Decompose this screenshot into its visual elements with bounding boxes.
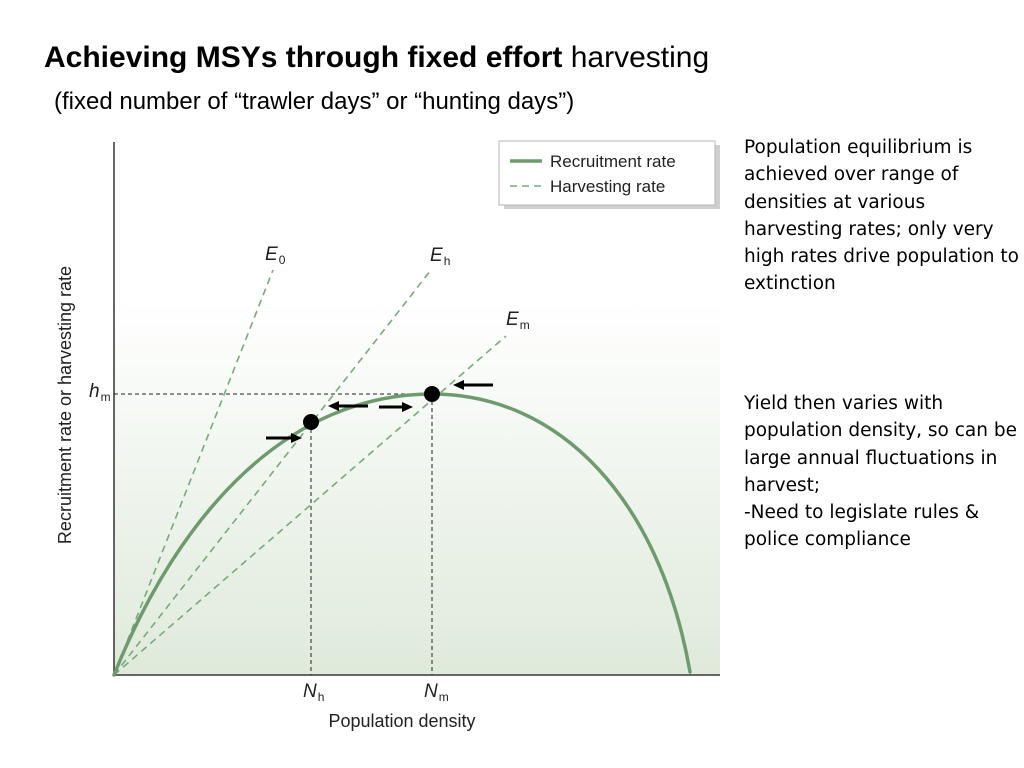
legend-box	[498, 140, 716, 206]
label-em: Em	[506, 309, 530, 332]
plot-background	[114, 300, 720, 674]
arrow-right-middle	[379, 402, 413, 412]
legend-label-recruitment: Recruitment rate	[550, 152, 676, 171]
harvest-line-eh	[113, 269, 432, 676]
title-bold-part: Achieving MSYs through fixed effort	[44, 41, 563, 74]
y-axis-label: Recruitment rate or harvesting rate	[55, 266, 75, 544]
slide-title: Achieving MSYs through fixed effort harv…	[44, 38, 709, 78]
harvest-line-e0	[113, 269, 274, 676]
arrow-left-top	[453, 380, 493, 390]
harvest-line-em	[113, 335, 507, 676]
label-hm: hm	[89, 381, 111, 404]
arrow-left-upper	[328, 401, 368, 411]
label-nm: Nm	[424, 681, 449, 704]
legend-label-harvesting: Harvesting rate	[550, 177, 665, 196]
legend: Recruitment rate Harvesting rate	[498, 140, 720, 209]
equilibrium-point-nm	[424, 386, 440, 402]
x-axis-label: Population density	[328, 711, 475, 731]
slide-subtitle: (fixed number of “trawler days” or “hunt…	[54, 88, 575, 115]
note-yield-variation: Yield then varies with population densit…	[744, 393, 1017, 551]
arrow-right-lower	[266, 433, 302, 443]
note-equilibrium: Population equilibrium is achieved over …	[744, 137, 1019, 295]
label-nh: Nh	[303, 681, 324, 704]
label-eh: Eh	[430, 245, 450, 268]
title-normal-part: harvesting	[562, 41, 710, 74]
equilibrium-point-nh	[303, 414, 319, 430]
label-e0: E0	[265, 244, 286, 267]
